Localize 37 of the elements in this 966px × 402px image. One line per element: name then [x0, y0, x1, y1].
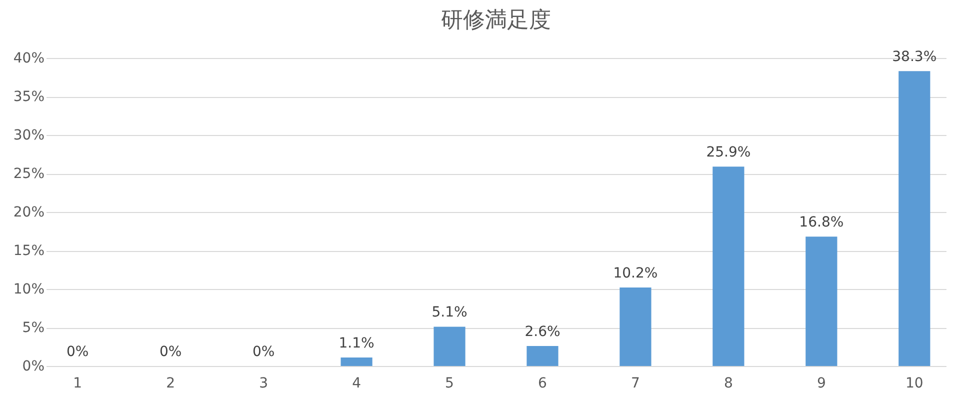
- y-tick-label: 30%: [13, 128, 44, 144]
- y-tick-label: 35%: [13, 89, 44, 105]
- y-tick-label: 10%: [13, 282, 44, 298]
- x-tick-label: 2: [166, 376, 176, 392]
- data-label: 10.2%: [613, 265, 658, 282]
- x-tick-label: 9: [816, 376, 826, 392]
- data-label: 0%: [159, 344, 182, 360]
- y-tick-label: 25%: [13, 166, 44, 182]
- x-tick-label: 1: [73, 376, 82, 392]
- data-label: 1.1%: [338, 336, 374, 352]
- bar: [712, 166, 744, 366]
- x-tick-label: 3: [259, 376, 268, 392]
- x-tick-label: 4: [352, 376, 362, 392]
- y-tick-label: 5%: [22, 320, 44, 336]
- data-label: 5.1%: [432, 304, 468, 321]
- data-label: 0%: [252, 344, 275, 360]
- chart-title: 研修満足度: [441, 8, 551, 34]
- y-tick-label: 15%: [13, 243, 44, 259]
- x-tick-label: 6: [538, 376, 548, 392]
- y-tick-label: 40%: [13, 50, 44, 66]
- data-label: 0%: [66, 344, 89, 360]
- x-tick-label: 8: [724, 376, 733, 392]
- bar: [526, 346, 558, 366]
- bar: [434, 326, 466, 366]
- x-tick-label: 7: [631, 376, 640, 392]
- data-label: 2.6%: [524, 324, 560, 340]
- data-label: 16.8%: [799, 214, 844, 231]
- bar: [340, 358, 372, 366]
- bar: [898, 71, 930, 366]
- bar: [620, 287, 652, 366]
- y-tick-label: 20%: [13, 204, 44, 220]
- data-label: 38.3%: [892, 49, 937, 66]
- x-tick-label: 10: [905, 376, 924, 392]
- bar: [806, 236, 838, 366]
- y-tick-label: 0%: [22, 358, 44, 374]
- data-label: 25.9%: [706, 144, 751, 161]
- x-tick-label: 5: [445, 376, 454, 392]
